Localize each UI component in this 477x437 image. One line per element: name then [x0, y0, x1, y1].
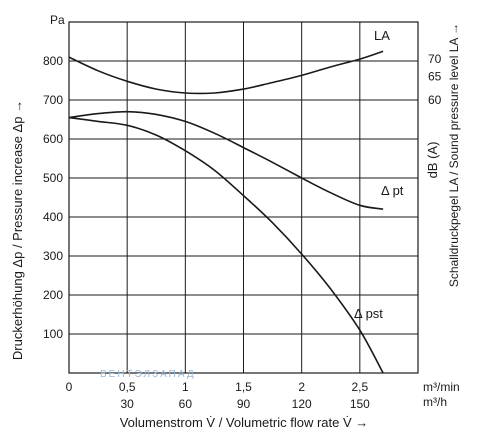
y2-tick-label: 70	[428, 52, 442, 66]
y-axis-title-left: Druckerhöhung Δp / Pressure increase Δp …	[10, 100, 25, 360]
x-tick-label: 0	[66, 380, 73, 394]
watermark: ВЕНТЭЛЗАПАД	[100, 369, 196, 380]
x2-tick-label: 60	[179, 397, 193, 411]
series-label-dpst: Δ pst	[354, 306, 383, 321]
y2-unit: dB (A)	[425, 142, 440, 179]
x-tick-label: 1,5	[235, 380, 252, 394]
y-tick-label: 600	[43, 132, 63, 146]
series-label-dpt: Δ pt	[381, 183, 404, 198]
x-unit-secondary: m³/h	[423, 395, 447, 409]
x2-tick-label: 90	[237, 397, 251, 411]
y-tick-label: 200	[43, 288, 63, 302]
x2-tick-label: 30	[120, 397, 134, 411]
curve-la	[68, 50, 384, 95]
x2-tick-label: 120	[292, 397, 312, 411]
y-axis-title-right: Schalldruckpegel LA / Sound pressure lev…	[447, 23, 461, 287]
y-tick-label: 700	[43, 93, 63, 107]
x2-tick-label: 150	[350, 397, 370, 411]
x-tick-label: 1	[182, 380, 189, 394]
series-label-la: LA	[374, 28, 390, 43]
y-unit-left: Pa	[50, 13, 65, 27]
x-tick-label: 2	[298, 380, 305, 394]
grid	[68, 21, 419, 374]
x-tick-label: 2,5	[351, 380, 368, 394]
curve-dpst	[68, 116, 384, 374]
y2-tick-label: 60	[428, 93, 442, 107]
x-tick-label: 0,5	[119, 380, 136, 394]
y-tick-label: 500	[43, 171, 63, 185]
y-tick-label: 300	[43, 249, 63, 263]
curve-dpt	[68, 110, 384, 210]
y2-tick-label: 65	[428, 70, 442, 84]
x-axis-title: Volumenstrom V̇ / Volumetric flow rate V…	[120, 415, 369, 430]
y-tick-label: 800	[43, 54, 63, 68]
y-tick-label: 400	[43, 210, 63, 224]
x-unit-primary: m³/min	[423, 380, 460, 394]
y-tick-label: 100	[43, 327, 63, 341]
curves	[68, 50, 384, 374]
